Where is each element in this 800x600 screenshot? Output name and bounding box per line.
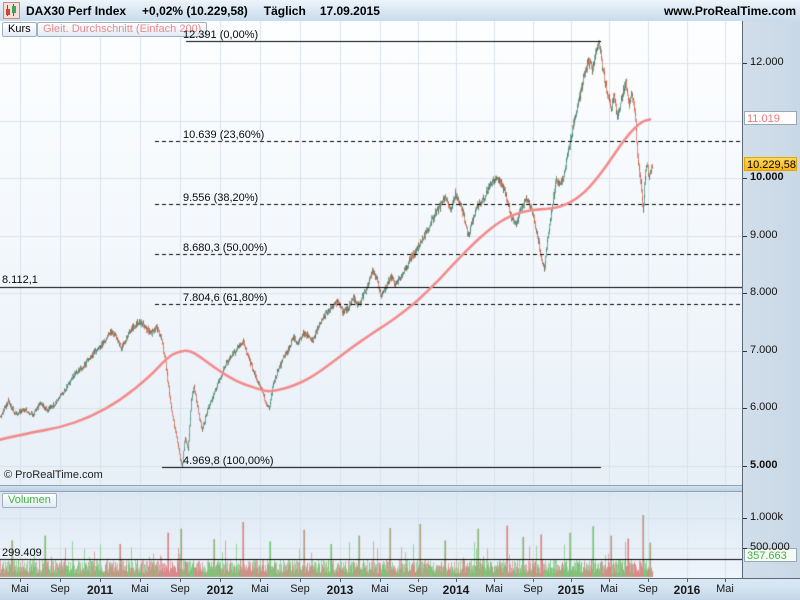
icon-green-body	[12, 6, 16, 13]
time-axis-label: Sep	[50, 583, 70, 595]
volume-line-label[interactable]: 299.409	[2, 547, 42, 560]
axis-tick-label: 10.000	[750, 171, 784, 183]
time-axis-tick	[418, 579, 419, 582]
axis-tick-label: 12.000	[750, 56, 784, 68]
candlestick-icon	[3, 2, 20, 19]
time-axis-tick	[260, 579, 261, 582]
timeframe-label: Täglich	[263, 3, 306, 18]
axis-tick-mark	[743, 518, 747, 519]
time-axis-label: Mai	[251, 583, 269, 595]
time-axis-label: 2014	[442, 583, 470, 597]
axis-tick-mark	[743, 548, 747, 549]
time-axis-tick	[20, 579, 21, 582]
volume-pane: Volumen 299.409	[0, 492, 742, 578]
chart-date: 17.09.2015	[319, 3, 380, 18]
axis-tick-label: 8.000	[750, 286, 778, 298]
time-axis-label: 2011	[86, 583, 114, 597]
time-axis-tick	[687, 579, 688, 582]
axis-tick-label: 9.000	[750, 228, 778, 241]
website-link[interactable]: www.ProRealTime.com	[663, 3, 796, 18]
fib-level-236[interactable]: 10.639 (23,60%)	[183, 129, 265, 142]
time-axis-label: 2012	[206, 583, 234, 597]
axis-tick-mark	[743, 178, 747, 179]
axis-tick-label: 1.000k	[750, 511, 784, 523]
time-axis-tick	[220, 579, 221, 582]
pane-separator-handle[interactable]	[0, 485, 742, 492]
copyright-text: © ProRealTime.com	[4, 469, 103, 481]
time-axis-tick	[725, 579, 726, 582]
tab-moving-average[interactable]: Gleit. Durchschnitt (Einfach 200)	[37, 22, 208, 37]
fib-level-0[interactable]: 12.391 (0,00%)	[183, 28, 259, 41]
axis-tick-mark	[743, 351, 747, 352]
horizontal-line-label[interactable]: 8.112,1	[2, 273, 38, 286]
time-axis-tick	[340, 579, 341, 582]
time-axis-label: Mai	[11, 583, 29, 595]
axis-tick-mark	[743, 293, 747, 294]
time-axis-label: Sep	[290, 583, 310, 595]
time-axis-label: Mai	[371, 583, 389, 595]
time-axis-tick	[648, 579, 649, 582]
time-axis-label: Mai	[716, 583, 734, 595]
ma-value-badge: 11.019	[744, 111, 797, 126]
axis-tick-label: 7.000	[750, 343, 778, 356]
time-axis[interactable]: Mai Sep 2011 Mai Sep 2012 Mai Sep 2013 Mai Sep 2014…	[0, 578, 800, 600]
time-axis-label: Mai	[485, 583, 503, 595]
price-chart-canvas[interactable]	[0, 21, 742, 485]
time-axis-tick	[140, 579, 141, 582]
time-axis-tick	[60, 579, 61, 582]
axis-tick-label: 6.000	[750, 401, 778, 413]
time-axis-label: Sep	[638, 583, 658, 595]
volume-chart-canvas[interactable]	[0, 492, 742, 578]
time-axis-tick	[571, 579, 572, 582]
time-axis-label: Sep	[408, 583, 428, 595]
time-axis-tick	[300, 579, 301, 582]
title-bar: DAX30 Perf Index +0,02% (10.229,58) Tägl…	[0, 0, 800, 22]
time-axis-tick	[100, 579, 101, 582]
time-axis-tick	[456, 579, 457, 582]
last-price-badge: 10.229,58	[744, 156, 797, 171]
tab-kurs[interactable]: Kurs	[2, 22, 37, 37]
time-axis-tick	[533, 579, 534, 582]
icon-red-body	[6, 9, 10, 15]
time-axis-tick	[380, 579, 381, 582]
price-change: +0,02% (10.229,58)	[142, 3, 248, 18]
axis-tick-mark	[743, 236, 747, 237]
axis-tick-label: 500.000	[750, 540, 790, 553]
time-axis-tick	[180, 579, 181, 582]
time-axis-tick	[609, 579, 610, 582]
time-axis-label: Mai	[600, 583, 618, 595]
fib-level-50[interactable]: 8.680,3 (50,00%)	[183, 241, 268, 254]
volume-value-badge: 357.663	[744, 547, 797, 562]
time-axis-label: Sep	[523, 583, 543, 595]
time-axis-label: 2016	[673, 583, 701, 597]
price-axis[interactable]: 11.019 10.229,58 357.663 12.000 10.000 9.0…	[742, 21, 800, 578]
time-axis-label: 2015	[557, 583, 585, 597]
time-axis-label: 2013	[326, 583, 354, 597]
fib-level-100[interactable]: 4.969,8 (100,00%)	[183, 455, 274, 468]
fib-level-618[interactable]: 7.804,6 (61,80%)	[183, 292, 268, 305]
fib-level-382[interactable]: 9.556 (38,20%)	[183, 191, 259, 204]
instrument-name: DAX30 Perf Index	[26, 3, 127, 18]
price-chart-pane: Kurs Gleit. Durchschnitt (Einfach 200) 1…	[0, 21, 742, 485]
axis-tick-mark	[743, 63, 747, 64]
time-axis-label: Mai	[131, 583, 149, 595]
axis-tick-mark	[743, 466, 747, 467]
axis-tick-label: 5.000	[750, 458, 778, 471]
time-axis-tick	[494, 579, 495, 582]
tab-volumen[interactable]: Volumen	[2, 493, 57, 508]
axis-tick-mark	[743, 408, 747, 409]
time-axis-label: Sep	[170, 583, 190, 595]
